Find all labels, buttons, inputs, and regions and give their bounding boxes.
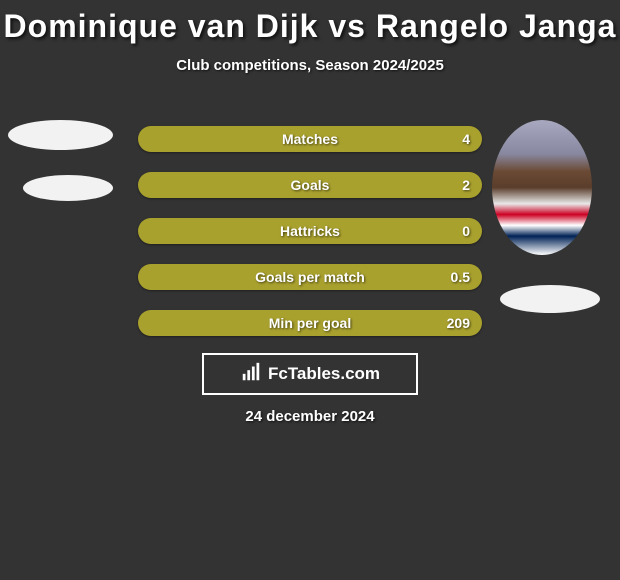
stat-bar-value: 0 bbox=[462, 218, 470, 244]
stats-bars: Matches 4 Goals 2 Hattricks 0 Goals per … bbox=[138, 126, 482, 356]
stat-bar: Goals per match 0.5 bbox=[138, 264, 482, 290]
brand-box: FcTables.com bbox=[202, 353, 418, 395]
stat-bar-label: Min per goal bbox=[138, 310, 482, 336]
stat-bar-value: 209 bbox=[447, 310, 470, 336]
page-title: Dominique van Dijk vs Rangelo Janga bbox=[0, 0, 620, 45]
stat-bar-value: 0.5 bbox=[451, 264, 470, 290]
stat-bar: Min per goal 209 bbox=[138, 310, 482, 336]
placeholder-ellipse bbox=[500, 285, 600, 313]
stat-bar: Matches 4 bbox=[138, 126, 482, 152]
stat-bar-label: Goals per match bbox=[138, 264, 482, 290]
player-photo bbox=[492, 120, 592, 255]
date-label: 24 december 2024 bbox=[0, 408, 620, 425]
left-placeholder-group bbox=[8, 120, 113, 201]
placeholder-ellipse bbox=[23, 175, 113, 201]
stat-bar-value: 2 bbox=[462, 172, 470, 198]
stat-bar-label: Goals bbox=[138, 172, 482, 198]
stat-bar-value: 4 bbox=[462, 126, 470, 152]
stat-bar: Goals 2 bbox=[138, 172, 482, 198]
placeholder-ellipse bbox=[8, 120, 113, 150]
bar-chart-icon bbox=[240, 361, 262, 388]
stat-bar: Hattricks 0 bbox=[138, 218, 482, 244]
brand-text: FcTables.com bbox=[268, 364, 380, 384]
page-subtitle: Club competitions, Season 2024/2025 bbox=[0, 57, 620, 74]
stat-bar-label: Hattricks bbox=[138, 218, 482, 244]
stat-bar-label: Matches bbox=[138, 126, 482, 152]
